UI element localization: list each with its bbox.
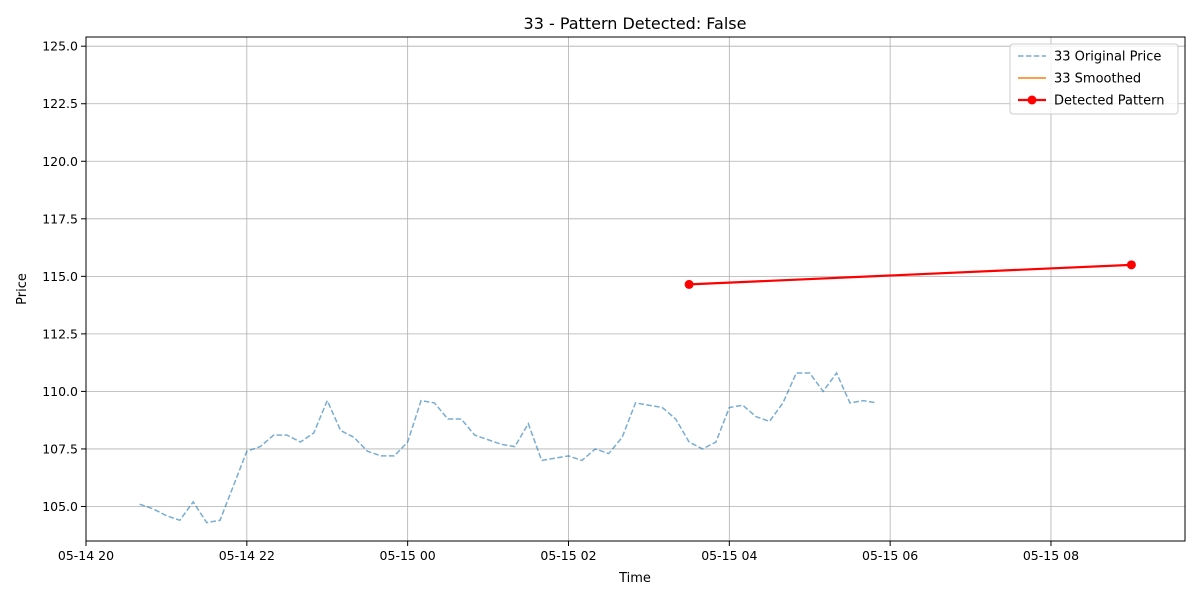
detected-pattern-marker — [684, 279, 694, 289]
legend-label: Detected Pattern — [1054, 94, 1165, 109]
y-tick-label: 125.0 — [42, 39, 78, 54]
legend: 33 Original Price 33 Smoothed Detected Pat… — [1009, 43, 1179, 115]
x-tick-label: 05-15 02 — [540, 548, 596, 563]
legend-label: 33 Original Price — [1054, 50, 1161, 65]
series-detected-pattern-line — [689, 263, 1132, 286]
x-axis-label: Time — [618, 571, 651, 586]
y-tick-label: 110.0 — [42, 384, 78, 399]
axes: 105.0 107.5 110.0 112.5 115.0 117.5 120.0 122.5… — [42, 39, 1079, 563]
x-tick-label: 05-15 04 — [701, 548, 757, 563]
y-tick-label: 120.0 — [42, 154, 78, 169]
y-tick-label: 122.5 — [42, 96, 78, 111]
series-layer — [139, 260, 1136, 524]
y-tick-label: 115.0 — [42, 269, 78, 284]
chart-title: 33 - Pattern Detected: False — [524, 14, 747, 33]
x-tick-label: 05-14 22 — [219, 548, 275, 563]
y-tick-label: 112.5 — [42, 326, 78, 341]
y-tick-label: 105.0 — [42, 499, 78, 514]
x-tick-label: 05-15 08 — [1023, 548, 1079, 563]
y-tick-label: 117.5 — [42, 211, 78, 226]
x-tick-label: 05-15 00 — [380, 548, 436, 563]
legend-marker — [1027, 95, 1037, 105]
y-tick-label: 107.5 — [42, 441, 78, 456]
y-axis-label: Price — [15, 273, 30, 305]
x-tick-label: 05-14 20 — [58, 548, 114, 563]
x-tick-label: 05-15 06 — [862, 548, 918, 563]
plot-area-frame — [85, 36, 1186, 542]
legend-label: 33 Smoothed — [1054, 72, 1141, 87]
detected-pattern-marker — [1126, 260, 1136, 270]
legend-box — [1009, 43, 1179, 115]
